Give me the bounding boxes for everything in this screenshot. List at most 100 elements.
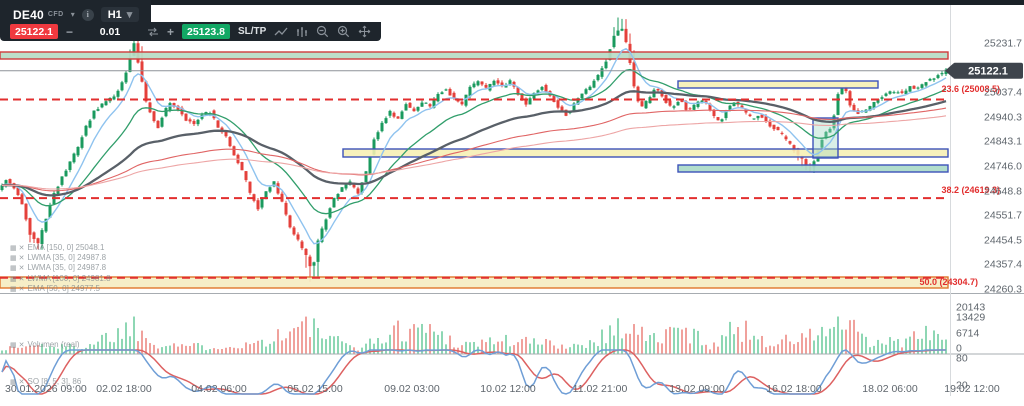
chart-type-icon[interactable]: [274, 26, 288, 38]
current-price-marker: 25122.1: [0, 62, 1023, 79]
moving-averages-layer: [1, 47, 947, 245]
axis-tick-label: 80: [956, 353, 968, 365]
symbol-label[interactable]: DE40: [13, 7, 44, 22]
chevron-down-icon[interactable]: ▾: [70, 10, 75, 19]
order-toolbar: 25122.1 − 0.01 + 25123.8 SL/TP: [0, 22, 382, 41]
time-tick-label: 11.02 21:00: [573, 383, 628, 395]
legend-toggle-icon[interactable]: ▦: [10, 379, 17, 386]
stochastic-layer: [1, 349, 946, 395]
swap-icon[interactable]: [147, 27, 159, 37]
legend-text: Volumen (real): [27, 340, 80, 349]
drawing-zones: [0, 51, 949, 289]
remove-indicator-icon[interactable]: ✕: [18, 275, 25, 283]
lwma-red: [1, 107, 947, 192]
legend-text: SO [8, 5, 3], 86: [27, 377, 82, 386]
legend-line: ▦ ✕ LWMA [100, 0] 24981.8: [10, 274, 111, 284]
legend-line: ▦ ✕ EMA [150, 0] 25048.1: [10, 243, 111, 253]
axis-tick-label: 25231.7: [984, 38, 1022, 50]
timeframe-dropdown[interactable]: H1 ▾: [100, 7, 140, 22]
volume-indicator-legend: ▦ ✕ Volumen (real): [10, 340, 80, 350]
volume-increase-button[interactable]: +: [166, 24, 174, 39]
axis-tick-label: 24551.7: [984, 210, 1022, 222]
volume-layer: [1, 316, 947, 354]
axis-tick-label: 24940.3: [984, 112, 1022, 124]
demand-zone-teal[interactable]: [677, 164, 949, 173]
time-tick-label: 13.02 09:00: [669, 383, 725, 395]
axis-tick-label: 24648.8: [984, 186, 1022, 198]
time-axis: 30.01.2026 09:00 02.02 18:00 04.02 06:00 05…: [5, 383, 1000, 395]
axis-tick-label: 13429: [956, 312, 985, 324]
axis-tick-label: 24843.1: [984, 136, 1022, 148]
chevron-down-icon: ▾: [126, 9, 133, 21]
zoom-in-icon[interactable]: [337, 25, 350, 38]
remove-indicator-icon[interactable]: ✕: [18, 255, 25, 263]
legend-toggle-icon[interactable]: ▦: [10, 285, 17, 293]
legend-line: ▦ ✕ Volumen (real): [10, 340, 80, 350]
window-top-strip: [0, 0, 1024, 5]
fib-level-label: 50.0 (24304.7): [919, 277, 978, 287]
legend-toggle-icon[interactable]: ▦: [10, 265, 17, 273]
time-tick-label: 16.02 18:00: [766, 383, 822, 395]
remove-indicator-icon[interactable]: ✕: [18, 379, 25, 386]
supply-zone-upper[interactable]: [677, 80, 879, 89]
time-tick-label: 19.02 12:00: [944, 383, 1000, 395]
resistance-zone-top[interactable]: [0, 51, 949, 60]
fibonacci-levels: 23.6 (25008.5) 38.2 (24619.3) 50.0 (24304.…: [0, 84, 1000, 287]
axis-tick-label: 25037.4: [984, 87, 1022, 99]
axis-tick-label: 6714: [956, 328, 980, 340]
time-tick-label: 05.02 15:00: [287, 383, 343, 395]
axis-tick-label: 20: [956, 380, 968, 392]
legend-text: EMA [150, 0] 25048.1: [27, 243, 105, 252]
remove-indicator-icon[interactable]: ✕: [18, 285, 25, 293]
legend-toggle-icon[interactable]: ▦: [10, 245, 17, 252]
legend-line: ▦ ✕ EMA [50, 0] 24977.5: [10, 284, 111, 294]
time-tick-label: 30.01.2026 09:00: [5, 383, 87, 395]
axis-tick-label: 24454.5: [984, 235, 1022, 247]
symbol-type-label: CFD: [47, 11, 64, 18]
crosshair-move-icon[interactable]: [358, 25, 371, 38]
axis-tick-label: 24746.0: [984, 161, 1022, 173]
buy-button[interactable]: 25123.8: [182, 24, 230, 39]
price-axis: 25231.7 25037.4 24940.3 24843.1 24746.0 24648…: [956, 38, 1022, 392]
indicators-icon[interactable]: [296, 26, 308, 38]
ema-fast-blue: [1, 47, 947, 245]
zoom-out-icon[interactable]: [316, 25, 329, 38]
volume-decrease-button[interactable]: −: [65, 24, 73, 39]
legend-line: ▦ ✕ LWMA [35, 0] 24987.8: [10, 253, 111, 263]
time-tick-label: 02.02 18:00: [96, 383, 152, 395]
svg-text:25122.1: 25122.1: [968, 66, 1008, 78]
panel-separators: [0, 5, 1024, 396]
fib-level-label: 23.6 (25008.5): [941, 84, 1000, 94]
stochastic-k-line: [1, 349, 946, 395]
overlay-indicator-legend: ▦ ✕ EMA [150, 0] 25048.1 ▦ ✕ LWMA [35, 0] 24…: [10, 243, 111, 294]
remove-indicator-icon[interactable]: ✕: [18, 245, 25, 252]
legend-text: LWMA [100, 0] 24981.8: [27, 273, 111, 283]
ema-slow-gray: [1, 90, 947, 197]
axis-tick-label: 20143: [956, 302, 985, 314]
legend-line: ▦ ✕ SO [8, 5, 3], 86: [10, 377, 81, 387]
demand-zone-mid[interactable]: [342, 148, 949, 158]
lwma-salmon: [1, 115, 947, 190]
legend-text: LWMA [35, 0] 24987.8: [27, 263, 107, 273]
volume-input[interactable]: 0.01: [99, 25, 121, 38]
legend-toggle-icon[interactable]: ▦: [10, 342, 17, 349]
time-tick-label: 10.02 12:00: [480, 383, 536, 395]
legend-toggle-icon[interactable]: ▦: [10, 255, 17, 263]
legend-toggle-icon[interactable]: ▦: [10, 275, 17, 283]
symbol-toolbar: DE40 CFD ▾ i H1 ▾: [0, 0, 152, 26]
fib-level-label: 38.2 (24619.3): [941, 185, 1000, 195]
axis-tick-label: 24260.3: [984, 284, 1022, 296]
sltp-button[interactable]: SL/TP: [237, 26, 267, 37]
info-icon[interactable]: i: [81, 8, 94, 21]
remove-indicator-icon[interactable]: ✕: [18, 265, 25, 273]
time-tick-label: 09.02 03:00: [384, 383, 440, 395]
stochastic-indicator-legend: ▦ ✕ SO [8, 5, 3], 86: [10, 377, 81, 387]
current-price-badge: [953, 62, 1023, 79]
legend-line: ▦ ✕ LWMA [35, 0] 24987.8: [10, 263, 111, 273]
axis-tick-label: 0: [956, 343, 962, 355]
axis-tick-label: 24357.4: [984, 259, 1022, 271]
sell-button[interactable]: 25122.1: [10, 24, 58, 39]
remove-indicator-icon[interactable]: ✕: [18, 342, 25, 349]
